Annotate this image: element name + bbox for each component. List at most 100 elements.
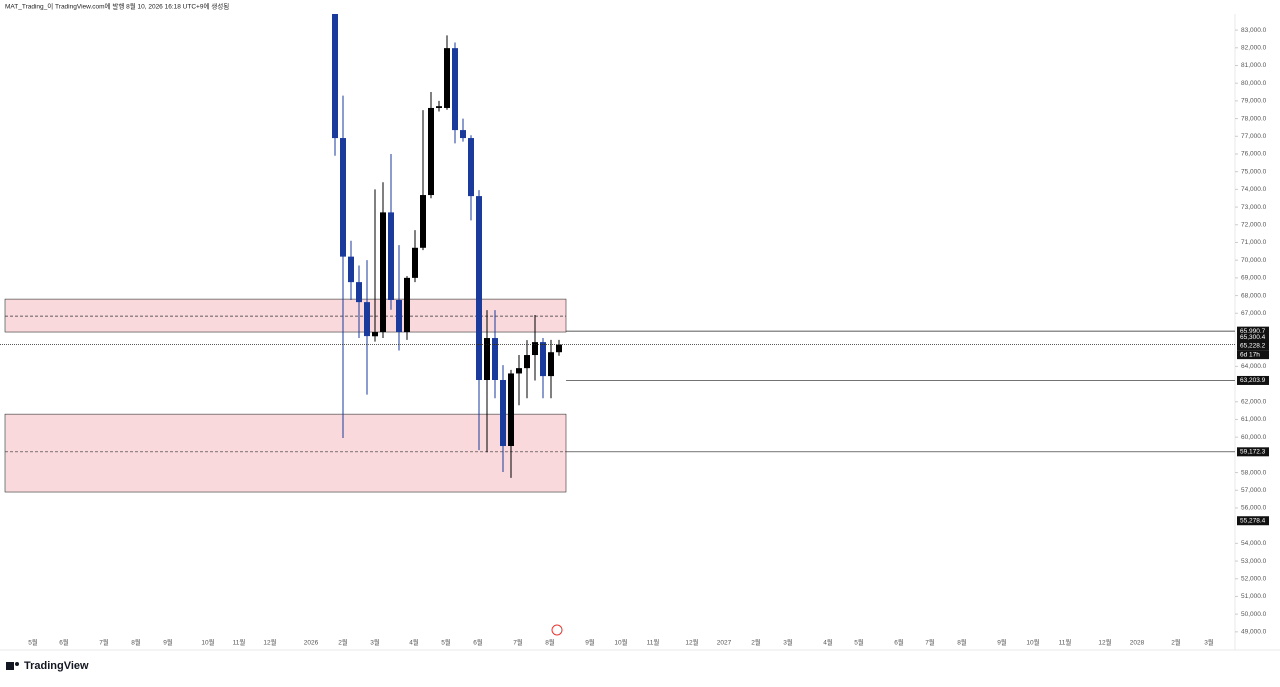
candle-body	[380, 212, 386, 333]
logo-mark	[6, 662, 14, 670]
x-tick-label: 3월	[1204, 638, 1214, 647]
x-tick-label: 6월	[59, 638, 69, 647]
y-tick-label: 83,000.0	[1241, 27, 1267, 34]
x-tick-label: 7월	[99, 638, 109, 647]
x-tick-label: 2027	[717, 640, 732, 647]
candle-body	[500, 379, 506, 447]
candle-body	[556, 344, 562, 353]
price-label-bg	[1237, 516, 1269, 526]
price-label: 65,300.4	[1240, 334, 1266, 341]
y-tick-label: 71,000.0	[1241, 239, 1267, 246]
y-tick-label: 70,000.0	[1241, 257, 1267, 264]
y-tick-label: 73,000.0	[1241, 204, 1267, 211]
x-tick-label: 8월	[131, 638, 141, 647]
candle-body	[428, 107, 434, 196]
y-tick-label: 69,000.0	[1241, 275, 1267, 282]
candle-body	[492, 338, 498, 380]
price-label-bg	[1237, 447, 1269, 457]
x-tick-label: 12월	[263, 638, 276, 647]
candle-body	[516, 368, 522, 374]
candle-body	[484, 338, 490, 380]
logo-dot	[15, 662, 19, 666]
price-label-bg	[1237, 341, 1269, 351]
y-tick-label: 78,000.0	[1241, 115, 1267, 122]
x-tick-label: 2월	[751, 638, 761, 647]
x-tick-label: 2월	[338, 638, 348, 647]
y-tick-label: 68,000.0	[1241, 292, 1267, 299]
candle-body	[420, 195, 426, 248]
event-icon[interactable]	[551, 624, 563, 636]
x-tick-label: 12월	[1098, 638, 1111, 647]
candle-body	[532, 342, 538, 356]
candle-body	[444, 48, 450, 108]
zone	[4, 413, 567, 493]
candle-body	[356, 282, 362, 303]
x-tick-label: 11월	[1059, 638, 1072, 647]
candle-body	[540, 342, 546, 377]
price-label: 55,278.4	[1240, 517, 1266, 524]
y-tick-label: 54,000.0	[1241, 540, 1267, 547]
plot-area	[4, 14, 567, 493]
x-tick-label: 8월	[957, 638, 967, 647]
x-tick-label: 5월	[28, 638, 38, 647]
x-tick-label: 11월	[233, 638, 246, 647]
y-tick-label: 50,000.0	[1241, 611, 1267, 618]
y-tick-label: 49,000.0	[1241, 629, 1267, 636]
y-tick-label: 56,000.0	[1241, 505, 1267, 512]
y-tick-label: 79,000.0	[1241, 98, 1267, 105]
zone	[4, 298, 567, 333]
x-tick-label: 11월	[647, 638, 660, 647]
x-tick-label: 3월	[370, 638, 380, 647]
x-tick-label: 8월	[545, 638, 555, 647]
y-tick-label: 67,000.0	[1241, 310, 1267, 317]
y-tick-label: 60,000.0	[1241, 434, 1267, 441]
y-tick-label: 82,000.0	[1241, 45, 1267, 52]
x-tick-label: 10월	[1026, 638, 1039, 647]
y-tick-label: 76,000.0	[1241, 151, 1267, 158]
x-tick-label: 3월	[783, 638, 793, 647]
candle-body	[412, 247, 418, 278]
y-tick-label: 72,000.0	[1241, 221, 1267, 228]
x-tick-label: 12월	[685, 638, 698, 647]
header: MAT_Trading_이 TradingView.com에 발행 8월 10,…	[5, 2, 229, 11]
candle-body	[332, 14, 338, 139]
x-tick-label: 4월	[823, 638, 833, 647]
candle-body	[452, 48, 458, 131]
y-tick-label: 80,000.0	[1241, 80, 1267, 87]
candle-body	[372, 332, 378, 337]
price-label-bg	[1237, 332, 1269, 342]
candle-body	[468, 138, 474, 197]
candle-body	[348, 256, 354, 283]
y-tick-label: 51,000.0	[1241, 593, 1267, 600]
logo-text: TradingView	[24, 660, 89, 672]
x-tick-label: 4월	[409, 638, 419, 647]
x-tick-label: 2월	[1171, 638, 1181, 647]
x-tick-label: 10월	[614, 638, 627, 647]
candle-body	[364, 302, 370, 337]
candle-body	[436, 106, 442, 108]
countdown: 6d 17h	[1240, 351, 1260, 358]
y-tick-label: 52,000.0	[1241, 575, 1267, 582]
x-tick-label: 5월	[854, 638, 864, 647]
candle-body	[524, 355, 530, 369]
x-tick-label: 2028	[1130, 640, 1145, 647]
x-tick-label: 9월	[163, 638, 173, 647]
x-tick-label: 2026	[304, 640, 319, 647]
y-tick-label: 58,000.0	[1241, 469, 1267, 476]
x-tick-label: 9월	[585, 638, 595, 647]
y-tick-label: 61,000.0	[1241, 416, 1267, 423]
price-label: 63,203.9	[1240, 377, 1266, 384]
candle-body	[476, 196, 482, 380]
x-tick-label: 6월	[473, 638, 483, 647]
x-tick-label: 6월	[894, 638, 904, 647]
candle-body	[508, 373, 514, 447]
price-label: 65,990.7	[1240, 328, 1266, 335]
countdown-bg	[1237, 350, 1269, 360]
y-tick-label: 53,000.0	[1241, 558, 1267, 565]
price-label-bg	[1237, 375, 1269, 385]
x-tick-label: 9월	[997, 638, 1007, 647]
x-tick-label: 5월	[441, 638, 451, 647]
price-label: 59,172.3	[1240, 449, 1266, 456]
